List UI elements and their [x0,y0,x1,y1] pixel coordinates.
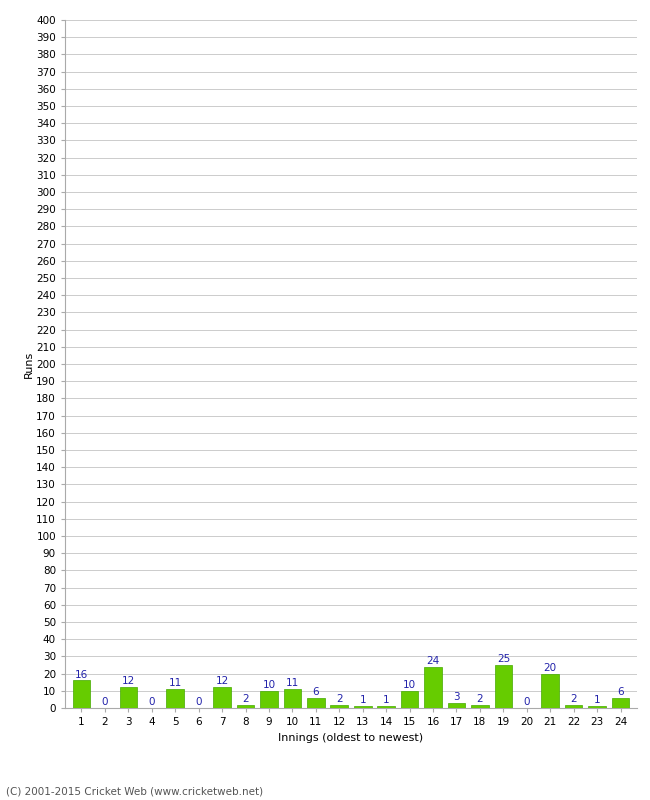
Bar [307,698,324,708]
Text: 2: 2 [571,694,577,704]
Bar [424,666,442,708]
Bar [588,706,606,708]
Bar [495,665,512,708]
Y-axis label: Runs: Runs [23,350,33,378]
Text: 1: 1 [359,695,366,706]
Bar [401,690,419,708]
Bar [213,687,231,708]
Bar [378,706,395,708]
Bar [330,705,348,708]
Text: 1: 1 [594,695,601,706]
Text: 10: 10 [263,680,276,690]
Text: 16: 16 [75,670,88,680]
Text: 0: 0 [101,697,108,707]
Text: 20: 20 [543,662,557,673]
Bar [541,674,559,708]
Bar [260,690,278,708]
Text: 0: 0 [196,697,202,707]
Text: 3: 3 [453,692,460,702]
Text: 10: 10 [403,680,416,690]
Bar [471,705,489,708]
Bar [565,705,582,708]
Text: (C) 2001-2015 Cricket Web (www.cricketweb.net): (C) 2001-2015 Cricket Web (www.cricketwe… [6,786,264,796]
Text: 25: 25 [497,654,510,664]
Bar [612,698,629,708]
Text: 2: 2 [476,694,483,704]
Bar [166,689,184,708]
Text: 2: 2 [336,694,343,704]
Bar [354,706,372,708]
Text: 11: 11 [286,678,299,688]
Text: 12: 12 [215,677,229,686]
Bar [237,705,254,708]
Bar [73,681,90,708]
Text: 2: 2 [242,694,249,704]
Text: 6: 6 [618,687,624,697]
Bar [448,703,465,708]
Bar [120,687,137,708]
Text: 0: 0 [148,697,155,707]
Text: 24: 24 [426,656,439,666]
Text: 12: 12 [122,677,135,686]
X-axis label: Innings (oldest to newest): Innings (oldest to newest) [278,733,424,742]
Text: 11: 11 [168,678,182,688]
Bar [283,689,301,708]
Text: 6: 6 [313,687,319,697]
Text: 0: 0 [523,697,530,707]
Text: 1: 1 [383,695,389,706]
